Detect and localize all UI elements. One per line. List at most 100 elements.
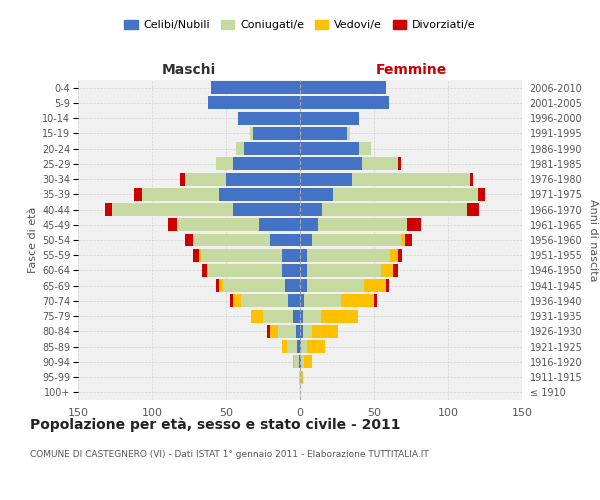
Bar — [201, 249, 282, 262]
Bar — [300, 340, 301, 353]
Bar — [347, 127, 350, 140]
Bar — [282, 264, 300, 277]
Bar — [352, 172, 470, 186]
Bar — [478, 188, 485, 201]
Bar — [296, 325, 300, 338]
Bar — [202, 264, 207, 277]
Bar — [300, 112, 359, 124]
Bar — [401, 234, 405, 246]
Bar — [215, 158, 233, 170]
Bar — [300, 264, 307, 277]
Bar — [253, 127, 300, 140]
Bar — [300, 218, 318, 231]
Bar — [199, 249, 201, 262]
Bar — [293, 310, 300, 322]
Bar — [268, 325, 271, 338]
Bar — [467, 203, 479, 216]
Bar — [300, 249, 307, 262]
Bar — [250, 127, 253, 140]
Bar — [193, 234, 271, 246]
Bar — [168, 218, 177, 231]
Bar — [300, 370, 301, 384]
Bar — [304, 356, 312, 368]
Bar — [300, 325, 303, 338]
Bar — [398, 249, 402, 262]
Bar — [271, 234, 300, 246]
Bar — [223, 279, 285, 292]
Bar — [300, 294, 304, 308]
Bar — [215, 279, 218, 292]
Bar — [233, 203, 300, 216]
Text: Popolazione per età, sesso e stato civile - 2011: Popolazione per età, sesso e stato civil… — [30, 418, 401, 432]
Bar — [300, 172, 352, 186]
Bar — [233, 294, 241, 308]
Bar — [288, 294, 300, 308]
Bar — [185, 234, 193, 246]
Bar — [407, 218, 421, 231]
Bar — [300, 279, 307, 292]
Bar — [300, 356, 301, 368]
Bar — [301, 340, 307, 353]
Bar — [208, 264, 282, 277]
Y-axis label: Fasce di età: Fasce di età — [28, 207, 38, 273]
Bar — [405, 234, 412, 246]
Legend: Celibi/Nubili, Coniugati/e, Vedovi/e, Divorziati/e: Celibi/Nubili, Coniugati/e, Vedovi/e, Di… — [120, 16, 480, 35]
Bar — [251, 310, 263, 322]
Bar — [382, 264, 393, 277]
Bar — [362, 158, 398, 170]
Bar — [390, 249, 398, 262]
Bar — [386, 279, 389, 292]
Bar — [301, 356, 304, 368]
Bar — [259, 218, 300, 231]
Bar — [211, 81, 300, 94]
Bar — [300, 127, 347, 140]
Bar — [341, 294, 374, 308]
Bar — [332, 188, 478, 201]
Bar — [307, 279, 364, 292]
Bar — [300, 188, 332, 201]
Bar — [218, 279, 223, 292]
Bar — [307, 340, 325, 353]
Bar — [112, 203, 233, 216]
Bar — [104, 203, 112, 216]
Bar — [300, 310, 303, 322]
Bar — [263, 310, 293, 322]
Bar — [299, 370, 300, 384]
Bar — [300, 96, 389, 110]
Bar — [241, 294, 288, 308]
Bar — [293, 356, 294, 368]
Bar — [238, 112, 300, 124]
Bar — [299, 356, 300, 368]
Text: Femmine: Femmine — [376, 63, 446, 77]
Bar — [321, 310, 358, 322]
Bar — [312, 234, 401, 246]
Bar — [271, 325, 278, 338]
Y-axis label: Anni di nascita: Anni di nascita — [588, 198, 598, 281]
Bar — [285, 279, 300, 292]
Bar — [470, 172, 473, 186]
Bar — [287, 340, 297, 353]
Bar — [312, 325, 338, 338]
Bar — [230, 294, 233, 308]
Bar — [307, 249, 390, 262]
Text: Maschi: Maschi — [162, 63, 216, 77]
Bar — [226, 172, 300, 186]
Bar — [278, 325, 296, 338]
Bar — [398, 158, 401, 170]
Bar — [303, 310, 321, 322]
Bar — [177, 218, 259, 231]
Bar — [318, 218, 407, 231]
Bar — [393, 264, 398, 277]
Bar — [218, 188, 300, 201]
Bar — [300, 81, 386, 94]
Bar — [307, 264, 382, 277]
Bar — [300, 142, 359, 155]
Bar — [208, 96, 300, 110]
Bar — [297, 340, 300, 353]
Bar — [374, 294, 377, 308]
Bar — [359, 142, 371, 155]
Bar — [193, 249, 199, 262]
Bar — [282, 340, 287, 353]
Bar — [142, 188, 218, 201]
Bar — [300, 158, 362, 170]
